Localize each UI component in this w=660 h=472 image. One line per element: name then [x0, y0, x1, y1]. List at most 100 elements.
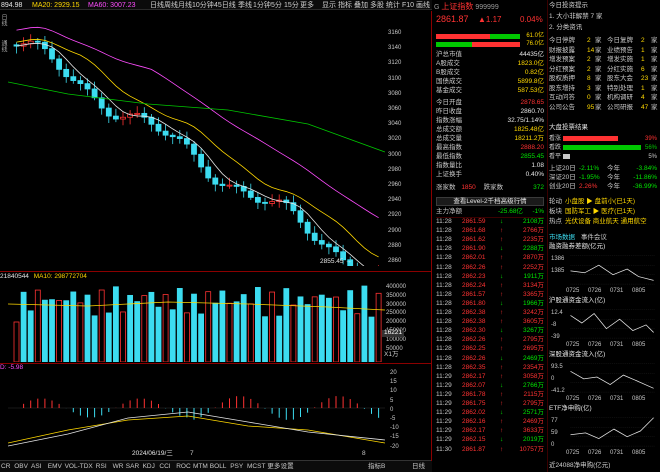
indicator-tab[interactable]: VOL-TDX [64, 463, 93, 470]
minichart-xtick: 0725 [566, 288, 580, 294]
tip-item[interactable]: 增发预案 [549, 56, 575, 63]
hot-row[interactable]: 热点 光伏设备 商业航天 通用航空 [549, 218, 647, 226]
menu-f10[interactable]: F10 [402, 2, 415, 9]
minichart-plot[interactable] [568, 360, 658, 394]
candlestick-chart[interactable] [8, 12, 385, 266]
tip-item[interactable]: 特别处理 [607, 84, 633, 92]
tip-news[interactable]: 2. 分类资讯 [549, 24, 583, 31]
tip-item[interactable]: 股权质押 [549, 75, 575, 82]
tab-events[interactable]: 事件会议 [580, 234, 607, 241]
level2-button[interactable]: 查看Level-2千档高级行情 [436, 197, 544, 206]
price-tick: 2900 [388, 227, 402, 234]
period-15min[interactable]: 15分 [284, 2, 299, 9]
period-quarter[interactable]: 季线 [238, 2, 252, 9]
sentiment-label: 看平 [549, 154, 562, 160]
tip-count: 23 [641, 75, 649, 82]
tip-item[interactable]: 公司公告 [549, 103, 575, 111]
tip-item[interactable]: 今日复牌 [607, 37, 633, 44]
indicator-tab[interactable]: SAR [125, 463, 140, 470]
period-10min[interactable]: 10分钟 [192, 2, 214, 9]
tick-amount: 3267万 [523, 327, 544, 335]
tip-unlock[interactable]: 1. 大小非解禁 7 家 [549, 13, 603, 20]
volume-chart[interactable] [8, 282, 385, 362]
strip-label-tong[interactable]: 通线 [0, 40, 6, 52]
tick-arrow: ↓ [500, 299, 504, 307]
indicator-tab[interactable]: CCI [159, 463, 171, 470]
indicator-tab[interactable]: 更多 [267, 463, 281, 470]
min-price-annotation: 2855.45 → [320, 258, 352, 265]
index-code: 999999 [475, 4, 499, 11]
market-20d: -2.11% [579, 165, 600, 172]
minichart-plot[interactable] [568, 414, 658, 448]
period-5min[interactable]: 5分 [271, 2, 282, 9]
period-1min[interactable]: 1分钟 [253, 2, 271, 9]
indicator-tab[interactable]: ROC [176, 463, 191, 470]
indicator-tab[interactable]: WR [112, 463, 124, 470]
minichart-ytick: -8 [551, 322, 557, 328]
price-tick: 2940 [388, 197, 402, 204]
menu-draw[interactable]: 画线 [416, 2, 430, 9]
tick-time: 11:29 [436, 400, 452, 407]
strip-label-day[interactable]: 日线 [0, 14, 6, 26]
tick-time: 11:28 [436, 309, 452, 316]
indicator-tab[interactable]: PSY [230, 463, 244, 470]
minichart-ytick: -41.2 [551, 388, 565, 394]
indicator-tab[interactable]: RSI [95, 463, 107, 470]
menu-overlay[interactable]: 叠加 [354, 2, 368, 9]
tip-count: 0 [587, 94, 591, 101]
minichart-plot[interactable] [568, 252, 658, 286]
hot-row[interactable]: 板块 国防军工 ▶ 医疗(已1天) [549, 208, 635, 216]
indicator-tab[interactable]: OBV [14, 463, 28, 470]
menu-multi[interactable]: 多股 [370, 2, 384, 9]
tip-item[interactable]: 分红实施 [607, 65, 633, 73]
tick-amount: 2795万 [523, 400, 544, 407]
indicator-tab[interactable]: 设置 [280, 463, 294, 470]
tip-item[interactable]: 互动问答 [549, 94, 575, 101]
period-more[interactable]: 更多 [300, 2, 314, 9]
tip-item[interactable]: 今日停牌 [549, 37, 575, 44]
ma60-line [8, 81, 385, 153]
period-week[interactable]: 周线 [164, 2, 178, 9]
volume-bar [77, 302, 84, 362]
info-panel [547, 0, 660, 472]
tip-item[interactable]: 公司研报 [607, 103, 633, 111]
hot-row[interactable]: 轮动 小盘股 ▶ 盘前小(已1天) [549, 198, 636, 206]
minichart-xtick: 0731 [610, 342, 624, 348]
tip-item[interactable]: 分红预案 [549, 65, 575, 73]
tab-market-data[interactable]: 市场数据 [549, 234, 575, 241]
hot-value: 小盘股 ▶ 盘前小(已1天) [565, 198, 636, 205]
period-day[interactable]: 日线 [150, 2, 164, 9]
volume-bar [318, 294, 325, 362]
menu-indicator[interactable]: 指标 [338, 2, 352, 9]
sentiment-label: 看涨 [549, 136, 562, 142]
indicator-tab[interactable]: MCST [247, 463, 266, 470]
indicator-tab[interactable]: EMV [47, 463, 62, 470]
indicator-tab[interactable]: BOLL [209, 463, 227, 470]
menu-display[interactable]: 显示 [322, 2, 336, 9]
tip-item[interactable]: 股东增持 [549, 84, 575, 92]
day-tab[interactable]: 日线 [412, 463, 425, 470]
tick-amount: 2795万 [523, 336, 544, 344]
macd-chart[interactable] [8, 368, 385, 448]
tick-price: 2862.35 [462, 363, 486, 371]
candle-body [205, 166, 212, 179]
period-45day[interactable]: 45日线 [214, 2, 236, 9]
tip-item[interactable]: 股东大会 [607, 75, 633, 82]
tick-amount: 2695万 [523, 345, 544, 353]
tip-item[interactable]: 财报披露 [549, 46, 575, 54]
tip-item[interactable]: 业绩预告 [607, 46, 633, 54]
minichart-plot[interactable] [568, 306, 658, 340]
period-month[interactable]: 月线 [178, 2, 192, 9]
indicator-tab[interactable]: ASI [31, 463, 42, 470]
tip-item[interactable]: 增发实施 [607, 56, 633, 63]
indicator-tab[interactable]: MTM [193, 463, 208, 470]
indicator-tab[interactable]: CR [1, 463, 11, 470]
price-change: ▲1.17 [478, 15, 502, 24]
stat-value: 0.82亿 [524, 69, 544, 76]
tip-item[interactable]: 机构调研 [607, 94, 633, 101]
menu-stats[interactable]: 统计 [386, 2, 400, 9]
indicator-b-tab[interactable]: 指标B [368, 463, 386, 470]
tick-arrow: ↑ [500, 281, 504, 289]
tip-count: 3 [587, 84, 591, 92]
indicator-tab[interactable]: KDJ [142, 463, 155, 470]
